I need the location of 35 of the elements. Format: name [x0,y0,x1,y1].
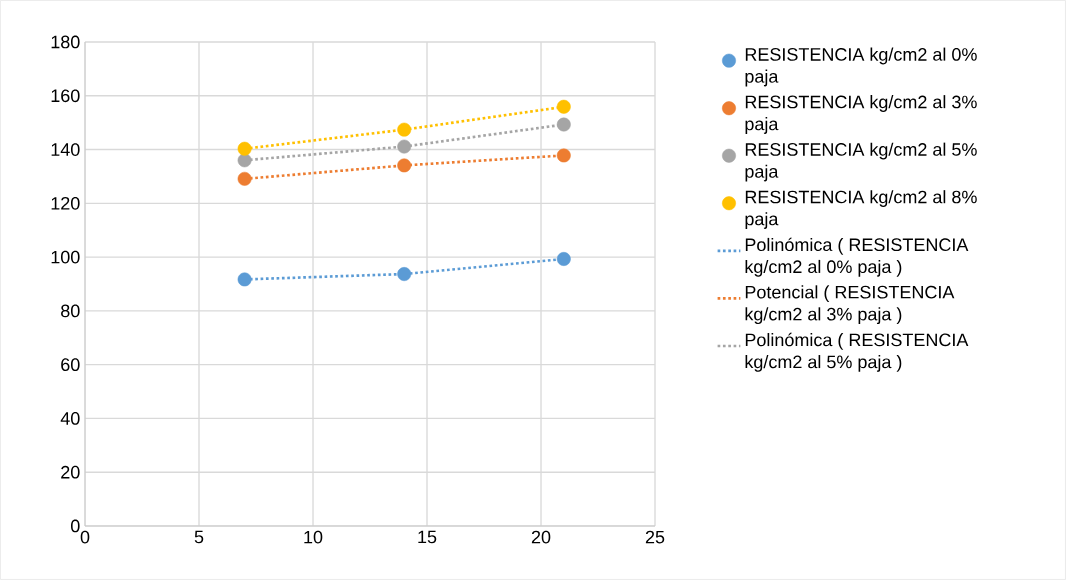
point [237,171,252,186]
point [237,141,252,156]
point [397,139,412,154]
y-tick-label: 20 [61,465,80,479]
y-tick-label: 120 [51,196,80,210]
x-tick-label: 15 [418,530,437,544]
x-tick-label: 20 [531,530,551,544]
x-tick-label: 0 [80,530,90,544]
x-tick-label: 25 [645,530,665,544]
legend-label: Potencial ( RESISTENCIA kg/cm2 al 3% paja ) [745,285,955,325]
y-tick-label: 0 [71,519,80,533]
point [237,272,252,287]
y-tick-label: 160 [51,89,80,103]
point [556,252,571,266]
point [397,158,412,173]
y-tick-label: 140 [51,143,80,156]
x-tick-label: 10 [304,530,323,544]
y-tick-label: 100 [51,250,80,264]
point [237,153,252,168]
y-tick-label: 40 [60,412,80,425]
legend-label: RESISTENCIA kg/cm2 al 8% paja [745,190,977,229]
legend-label: RESISTENCIA kg/cm2 al 5% paja [745,142,977,182]
y-tick-label: 180 [51,35,80,49]
point [556,99,571,114]
legend-label: RESISTENCIA kg/cm2 al 0% paja [745,47,977,87]
x-tick-label: 5 [194,530,204,544]
legend-label: Polinómica ( RESISTENCIA kg/cm2 al 0% paja ) [745,237,969,277]
point [556,148,571,163]
point [397,267,412,281]
y-tick-label: 60 [61,358,80,372]
legend-label: Polinómica ( RESISTENCIA kg/cm2 al 5% paja ) [745,332,969,372]
point [556,117,571,132]
y-tick-label: 80 [61,304,80,318]
legend-label: RESISTENCIA kg/cm2 al 3% paja [745,95,977,134]
point [397,122,412,137]
